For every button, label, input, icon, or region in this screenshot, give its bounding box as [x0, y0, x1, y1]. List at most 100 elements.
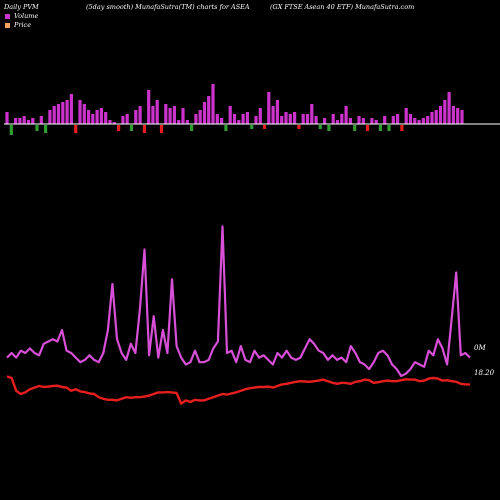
- volume-bar: [164, 104, 168, 124]
- volume-bars: [5, 84, 464, 135]
- volume-bar: [104, 112, 108, 124]
- volume-bar: [142, 125, 146, 133]
- volume-bar: [121, 116, 125, 124]
- volume-bar: [280, 116, 284, 124]
- volume-bar: [177, 120, 181, 124]
- volume-bar: [331, 114, 335, 124]
- volume-bar: [460, 110, 464, 124]
- volume-bar: [5, 112, 9, 124]
- price-line: [6, 375, 470, 405]
- volume-bar: [190, 125, 194, 131]
- volume-bar: [254, 116, 258, 124]
- volume-bar: [117, 125, 121, 131]
- volume-bar: [18, 118, 22, 124]
- volume-bar: [323, 118, 327, 124]
- volume-bar: [65, 100, 69, 124]
- volume-bar: [284, 112, 288, 124]
- volume-bar: [408, 114, 413, 124]
- volume-line: [6, 225, 471, 378]
- volume-bar: [434, 110, 438, 124]
- volume-bar: [9, 125, 13, 135]
- chart-title-left: Daily PVM: [4, 3, 39, 11]
- volume-bar: [35, 125, 39, 131]
- volume-bar: [443, 100, 447, 124]
- volume-bar: [404, 108, 408, 124]
- legend-price-label: Price: [14, 21, 32, 29]
- volume-bar: [56, 104, 61, 124]
- volume-bar: [48, 110, 52, 124]
- volume-bar: [288, 114, 292, 124]
- volume-bar: [438, 106, 443, 124]
- volume-bar: [112, 122, 116, 124]
- volume-bar: [138, 106, 142, 124]
- legend-volume-label: Volume: [14, 12, 39, 20]
- volume-bar: [314, 116, 318, 124]
- volume-bar: [26, 120, 31, 124]
- volume-bar: [348, 118, 352, 124]
- volume-bar: [421, 118, 425, 124]
- series-lines: [6, 225, 471, 405]
- volume-bar: [293, 112, 297, 124]
- volume-bar: [185, 120, 189, 124]
- volume-bar: [327, 125, 331, 131]
- volume-bar: [344, 106, 348, 124]
- volume-bar: [74, 125, 78, 133]
- volume-bar: [14, 118, 18, 124]
- volume-bar: [387, 125, 391, 131]
- volume-bar: [245, 112, 249, 124]
- volume-bar: [361, 118, 365, 124]
- volume-bar: [31, 118, 35, 124]
- volume-bar: [310, 104, 314, 124]
- volume-bar: [155, 100, 159, 124]
- volume-bar: [168, 108, 172, 124]
- volume-bar: [87, 110, 91, 124]
- legend-price: Price: [4, 21, 31, 29]
- volume-bar: [211, 84, 215, 124]
- volume-bar: [258, 108, 262, 124]
- volume-bar: [125, 114, 129, 124]
- volume-bar: [400, 125, 404, 131]
- volume-bar: [232, 114, 237, 124]
- volume-bar: [172, 106, 176, 124]
- volume-bar: [78, 100, 82, 124]
- volume-bar: [52, 106, 56, 124]
- volume-bar: [391, 116, 395, 124]
- volume-bar: [220, 118, 224, 124]
- volume-bar: [95, 110, 99, 124]
- legend-volume-swatch: [4, 12, 11, 20]
- volume-bar: [267, 92, 271, 124]
- volume-end-label: 0M: [474, 344, 486, 352]
- volume-bar: [275, 100, 279, 124]
- volume-bar: [241, 114, 245, 124]
- volume-bar: [430, 112, 434, 124]
- price-end-label: 18.20: [474, 369, 495, 377]
- volume-bar: [413, 118, 417, 124]
- volume-bar: [374, 120, 378, 124]
- volume-bar: [271, 106, 275, 124]
- volume-bar: [426, 116, 430, 124]
- volume-bar: [383, 116, 387, 124]
- volume-bar: [215, 114, 219, 124]
- volume-bar: [198, 110, 202, 124]
- volume-bar: [134, 110, 138, 124]
- volume-bar: [370, 118, 374, 124]
- volume-bar: [159, 125, 164, 133]
- volume-bar: [335, 120, 340, 124]
- volume-bar: [357, 116, 361, 124]
- volume-bar: [353, 125, 357, 131]
- volume-bar: [91, 114, 95, 124]
- volume-bar: [129, 125, 134, 131]
- volume-bar: [194, 114, 198, 124]
- volume-bar: [22, 116, 26, 124]
- volume-bar: [318, 125, 322, 129]
- volume-bar: [250, 125, 254, 129]
- volume-bar: [301, 114, 305, 124]
- volume-bar: [224, 125, 228, 131]
- volume-bar: [147, 90, 151, 124]
- volume-bar: [340, 114, 344, 124]
- volume-bar: [237, 120, 241, 124]
- volume-bar: [456, 108, 460, 124]
- volume-bar: [262, 125, 267, 129]
- volume-bar: [99, 108, 103, 124]
